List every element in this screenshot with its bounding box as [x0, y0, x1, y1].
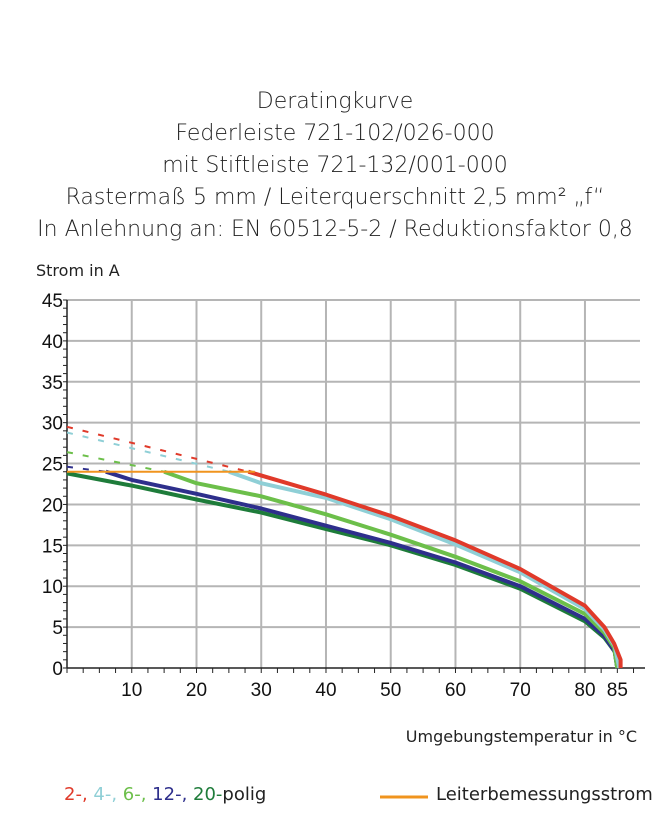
y-tick-label: 5	[52, 618, 63, 639]
legend-series-4: 4-,	[87, 784, 118, 805]
x-tick-label: 40	[315, 680, 336, 701]
series-4-dashed	[66, 431, 230, 473]
y-tick-label: 10	[42, 577, 63, 598]
y-tick-label: 15	[42, 536, 63, 557]
series-2-line	[247, 469, 623, 668]
y-tick-label: 45	[42, 291, 63, 312]
x-tick-label: 70	[510, 680, 531, 701]
legend-series-2: 2-,	[64, 784, 88, 805]
title-line: Deratingkurve	[256, 89, 414, 114]
legend-series-12: 12-,	[146, 784, 188, 805]
series-2-dashed	[66, 425, 249, 473]
y-tick-label: 35	[42, 373, 63, 394]
legend-series: 2-, 4-, 6-, 12-, 20-polig	[64, 784, 266, 805]
title-line: Federleiste 721-102/026-000	[175, 121, 495, 146]
x-tick-label: 10	[121, 680, 142, 701]
legend-rated-current: Leiterbemessungsstrom	[436, 784, 653, 805]
legend-series-6: 6-,	[117, 784, 147, 805]
y-tick-label: 20	[42, 495, 63, 516]
chart-title: Deratingkurve Federleiste 721-102/026-00…	[0, 86, 670, 246]
y-tick-label: 40	[42, 332, 63, 353]
y-tick-label: 30	[42, 414, 63, 435]
series-12-line	[105, 469, 620, 669]
y-tick-label: 0	[52, 659, 63, 680]
legend-suffix: polig	[222, 784, 267, 805]
series-4-line	[228, 469, 622, 669]
title-line: Rastermaß 5 mm / Leiterquerschnitt 2,5 m…	[65, 185, 605, 210]
x-tick-label: 50	[380, 680, 401, 701]
x-tick-label: 85	[607, 680, 628, 701]
y-axis-label: Strom in A	[36, 261, 120, 280]
y-tick-label: 25	[42, 455, 63, 476]
x-tick-label: 30	[251, 680, 272, 701]
series-6-dashed	[66, 451, 165, 473]
x-tick-label: 60	[445, 680, 466, 701]
x-axis-label: Umgebungstemperatur in °C	[406, 727, 637, 746]
x-tick-label: 20	[186, 680, 207, 701]
title-line: mit Stiftleiste 721-132/001-000	[162, 153, 508, 178]
x-tick-label: 80	[574, 680, 595, 701]
title-line: In Anlehnung an: EN 60512-5-2 / Reduktio…	[37, 217, 633, 242]
legend-series-20: 20-	[187, 784, 223, 805]
